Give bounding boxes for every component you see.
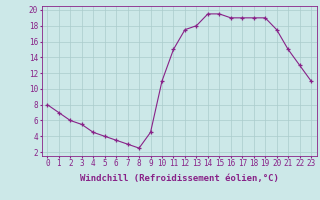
X-axis label: Windchill (Refroidissement éolien,°C): Windchill (Refroidissement éolien,°C) [80, 174, 279, 183]
